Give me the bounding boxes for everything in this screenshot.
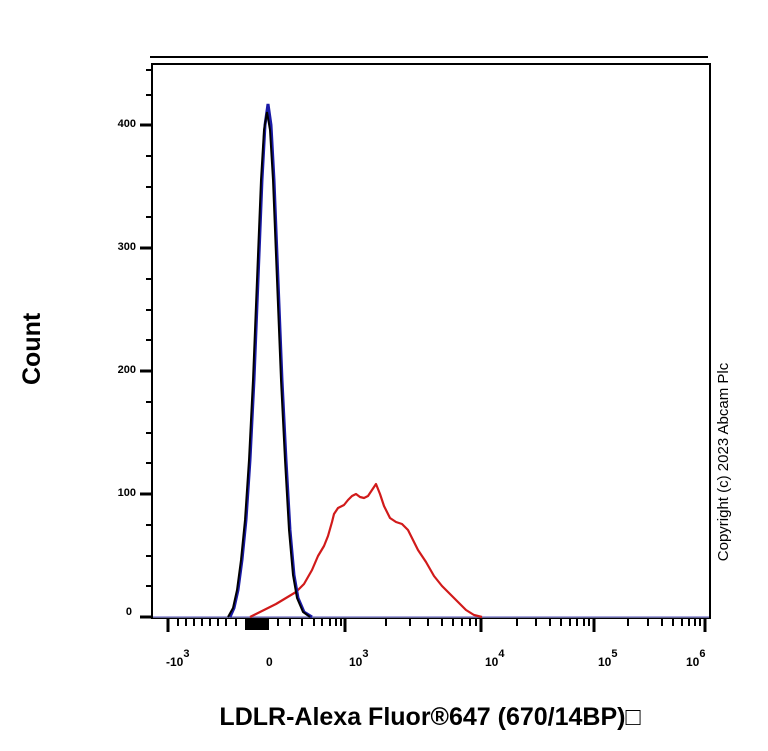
y-tick-label: 300 xyxy=(117,241,136,253)
x-axis-ticks xyxy=(166,618,707,632)
x-tick-label: -103 xyxy=(166,648,190,669)
x-tick-label: 105 xyxy=(598,648,618,669)
y-tick-label: 100 xyxy=(117,487,136,499)
plot-frame xyxy=(151,63,711,619)
x-tick-label: 103 xyxy=(349,648,369,669)
x-tick-label: 104 xyxy=(485,648,505,669)
series-isotype-black xyxy=(227,111,311,618)
y-tick-label: 200 xyxy=(117,364,136,376)
copyright-notice: Copyright (c) 2023 Abcam Plc xyxy=(715,362,732,562)
y-tick-label: 400 xyxy=(117,118,136,130)
y-axis-title: Count xyxy=(18,312,46,385)
y-tick-label: 0 xyxy=(125,606,132,618)
x-tick-label: 106 xyxy=(686,648,706,669)
x-tick-label: 0 xyxy=(266,655,273,669)
series-ldlr-red xyxy=(249,482,483,619)
y-axis-ticks xyxy=(140,69,152,619)
x-axis-title: LDLR-Alexa Fluor®647 (670/14BP)□ xyxy=(219,703,641,731)
